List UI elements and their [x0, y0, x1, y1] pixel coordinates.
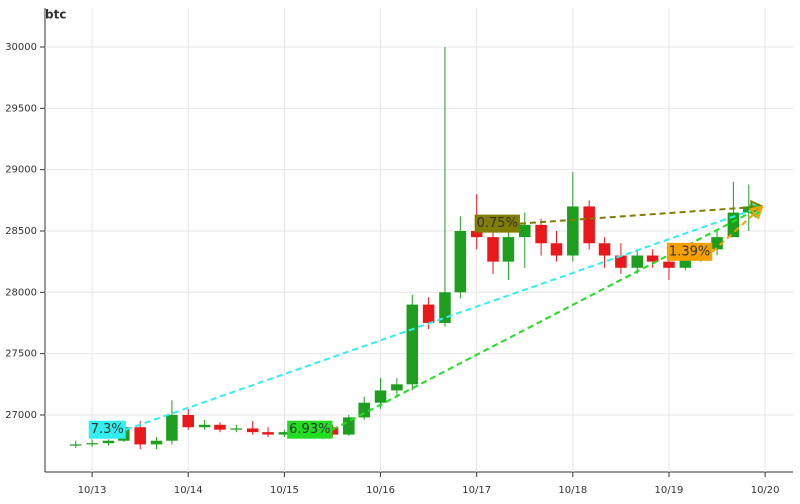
- candle-body: [646, 255, 659, 262]
- candle-body: [406, 304, 419, 385]
- annotation-label: 6.93%: [289, 422, 330, 437]
- y-tick-label: 29000: [5, 165, 37, 176]
- annotation-label: 1.39%: [669, 244, 710, 259]
- x-tick-label: 10/20: [751, 485, 780, 496]
- candle-body: [374, 390, 387, 403]
- candle-body: [69, 444, 82, 446]
- candle-body: [743, 206, 755, 213]
- candle-body: [598, 243, 611, 256]
- y-tick-label: 29500: [5, 103, 37, 114]
- annotation-box: [474, 214, 520, 233]
- chart-title: btc: [45, 8, 66, 22]
- candle-body: [391, 384, 403, 391]
- candle-body: [567, 206, 579, 256]
- candle-body: [550, 243, 563, 256]
- candle-body: [518, 224, 531, 238]
- y-tick-label: 28500: [5, 226, 37, 237]
- candle-body: [583, 206, 595, 244]
- candle-body: [326, 427, 339, 435]
- candle-body: [454, 230, 467, 293]
- candle-body: [214, 424, 226, 430]
- annotation-label: 0.75%: [477, 216, 518, 231]
- annotation-box: [88, 420, 126, 439]
- candle-body: [230, 428, 243, 430]
- candle-body: [150, 440, 163, 445]
- x-tick-label: 10/16: [366, 485, 395, 496]
- candle-body: [439, 292, 451, 323]
- y-tick-label: 30000: [5, 42, 37, 53]
- candle-body: [422, 304, 435, 323]
- candle-body: [343, 417, 355, 435]
- candle-body: [182, 414, 195, 428]
- x-tick-label: 10/13: [78, 485, 107, 496]
- candle-body: [134, 427, 146, 445]
- candle-body: [278, 432, 291, 435]
- candle-body: [487, 237, 499, 262]
- candle-body: [102, 440, 115, 444]
- trend-line: [519, 205, 763, 225]
- y-tick-label: 28000: [5, 287, 37, 298]
- candle-body: [86, 443, 98, 445]
- y-tick-label: 27500: [5, 349, 37, 360]
- x-tick-label: 10/18: [558, 485, 587, 496]
- x-tick-label: 10/15: [270, 485, 299, 496]
- candle-body: [502, 237, 515, 262]
- candle-body: [470, 230, 483, 238]
- candle-body: [615, 255, 627, 268]
- candle-body: [679, 255, 692, 268]
- candle-body: [727, 212, 740, 238]
- candle-body: [198, 424, 211, 428]
- candle-body: [166, 414, 178, 441]
- x-tick-label: 10/19: [655, 485, 684, 496]
- candle-body: [663, 261, 675, 268]
- candle-body: [631, 255, 644, 268]
- candle-body: [262, 432, 274, 435]
- annotation-box: [287, 420, 333, 439]
- trend-line: [125, 205, 763, 431]
- arrow-head: [748, 205, 764, 220]
- y-tick-label: 27000: [5, 410, 37, 421]
- candle-body: [358, 402, 370, 418]
- candle-body: [711, 237, 723, 250]
- trend-line: [711, 205, 763, 253]
- trend-line: [332, 205, 763, 431]
- x-tick-label: 10/14: [174, 485, 203, 496]
- x-tick-label: 10/17: [462, 485, 491, 496]
- candle-body: [535, 224, 547, 244]
- annotation-label: 7.3%: [91, 422, 124, 437]
- candle-body: [246, 428, 259, 433]
- annotation-box: [666, 242, 713, 261]
